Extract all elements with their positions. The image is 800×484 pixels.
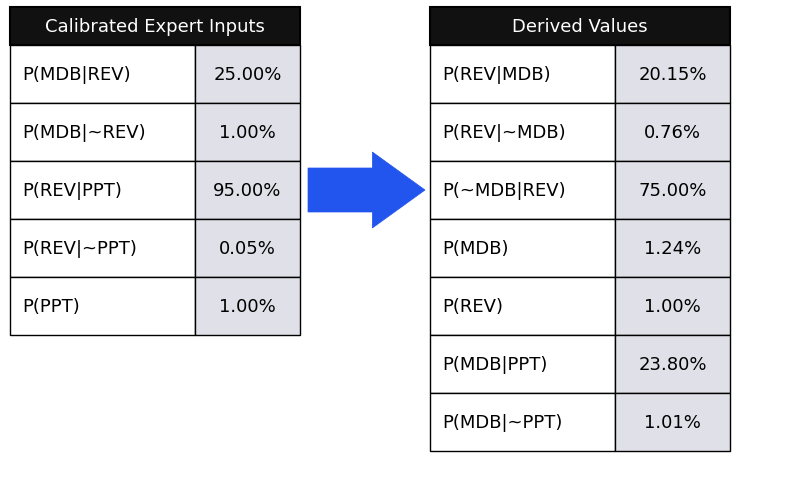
Bar: [430, 46, 615, 104]
Bar: [430, 393, 615, 451]
Text: P(~MDB|REV): P(~MDB|REV): [442, 182, 566, 199]
Bar: [430, 277, 615, 335]
Text: 1.24%: 1.24%: [644, 240, 701, 257]
Bar: [615, 393, 730, 451]
Text: 20.15%: 20.15%: [638, 66, 706, 84]
Text: Calibrated Expert Inputs: Calibrated Expert Inputs: [45, 18, 265, 36]
Bar: [195, 104, 300, 162]
Text: 1.00%: 1.00%: [644, 297, 701, 316]
Text: P(REV): P(REV): [442, 297, 503, 316]
Text: P(MDB): P(MDB): [442, 240, 509, 257]
Bar: [430, 104, 615, 162]
Text: P(REV|~PPT): P(REV|~PPT): [22, 240, 137, 257]
Text: P(REV|PPT): P(REV|PPT): [22, 182, 122, 199]
Text: P(MDB|REV): P(MDB|REV): [22, 66, 130, 84]
Text: P(REV|~MDB): P(REV|~MDB): [442, 124, 566, 142]
Bar: [615, 277, 730, 335]
Bar: [10, 220, 195, 277]
Text: 1.01%: 1.01%: [644, 413, 701, 431]
Bar: [615, 335, 730, 393]
Bar: [615, 162, 730, 220]
Bar: [10, 277, 195, 335]
Bar: [10, 162, 195, 220]
Text: 25.00%: 25.00%: [214, 66, 282, 84]
Text: P(MDB|~PPT): P(MDB|~PPT): [442, 413, 562, 431]
Text: 95.00%: 95.00%: [214, 182, 282, 199]
Bar: [615, 220, 730, 277]
Bar: [430, 335, 615, 393]
Text: P(REV|MDB): P(REV|MDB): [442, 66, 550, 84]
Text: P(MDB|PPT): P(MDB|PPT): [442, 355, 547, 373]
Text: Derived Values: Derived Values: [512, 18, 648, 36]
Bar: [615, 104, 730, 162]
Text: 23.80%: 23.80%: [638, 355, 706, 373]
Bar: [195, 277, 300, 335]
Bar: [430, 220, 615, 277]
Bar: [615, 46, 730, 104]
Bar: [430, 8, 730, 46]
Bar: [195, 162, 300, 220]
Bar: [10, 46, 195, 104]
Polygon shape: [308, 152, 425, 228]
Bar: [10, 104, 195, 162]
Text: 1.00%: 1.00%: [219, 297, 276, 316]
Bar: [430, 162, 615, 220]
Bar: [195, 46, 300, 104]
Text: P(MDB|~REV): P(MDB|~REV): [22, 124, 146, 142]
Text: 0.76%: 0.76%: [644, 124, 701, 142]
Text: P(PPT): P(PPT): [22, 297, 80, 316]
Text: 75.00%: 75.00%: [638, 182, 706, 199]
Text: 0.05%: 0.05%: [219, 240, 276, 257]
Text: 1.00%: 1.00%: [219, 124, 276, 142]
Bar: [195, 220, 300, 277]
Bar: [10, 8, 300, 46]
